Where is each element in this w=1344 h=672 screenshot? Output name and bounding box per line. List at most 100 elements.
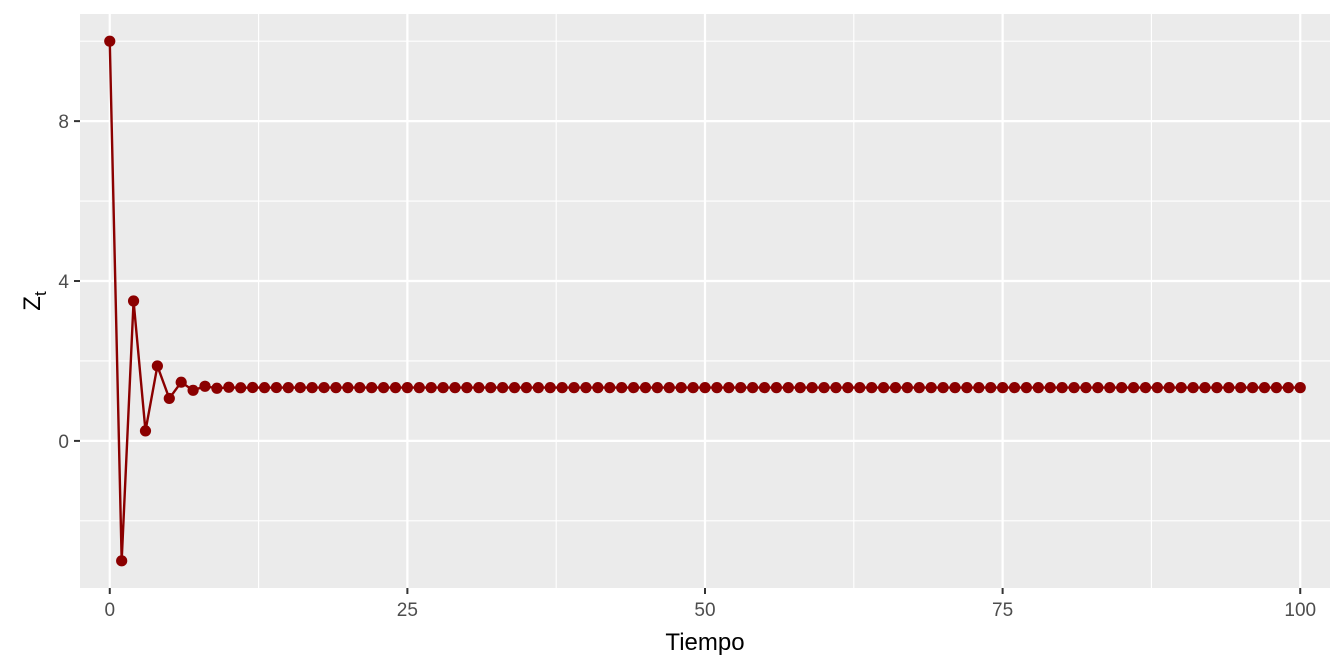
data-point xyxy=(270,381,283,394)
data-point xyxy=(306,382,318,394)
data-point xyxy=(1270,382,1283,394)
data-point xyxy=(663,382,675,394)
data-point xyxy=(711,382,723,394)
data-point xyxy=(913,382,925,394)
data-point xyxy=(425,382,437,394)
data-point xyxy=(842,382,854,394)
data-point xyxy=(116,555,128,567)
x-axis: 0 25 50 75 100 xyxy=(104,588,1316,621)
data-point xyxy=(675,382,687,394)
data-point xyxy=(961,382,973,394)
data-point xyxy=(723,382,735,394)
data-point xyxy=(592,382,604,394)
data-point xyxy=(497,382,509,394)
data-point xyxy=(1020,382,1033,394)
x-tick-label: 25 xyxy=(397,600,418,621)
data-point xyxy=(485,382,497,394)
data-point xyxy=(627,382,640,394)
data-point xyxy=(782,382,794,394)
data-point xyxy=(604,382,616,394)
data-point xyxy=(651,382,663,394)
data-point xyxy=(889,382,902,394)
data-point xyxy=(366,382,378,394)
data-point xyxy=(973,382,985,394)
data-point xyxy=(925,382,937,394)
data-point xyxy=(639,382,652,394)
data-point xyxy=(616,382,628,394)
data-point xyxy=(437,382,449,394)
data-point xyxy=(473,382,485,394)
series-layer xyxy=(104,35,1306,567)
data-point xyxy=(949,382,961,394)
data-point xyxy=(1127,382,1140,394)
y-tick-label: 4 xyxy=(58,272,69,293)
x-tick-label: 50 xyxy=(694,600,715,621)
data-point xyxy=(139,425,152,437)
y-axis-title-base: Z xyxy=(19,296,46,311)
data-point xyxy=(1294,382,1306,394)
data-point xyxy=(330,382,342,394)
data-point xyxy=(1008,382,1021,394)
data-point xyxy=(1187,382,1199,394)
data-point xyxy=(377,382,390,394)
data-point xyxy=(770,382,783,394)
data-point xyxy=(1044,382,1056,394)
data-point xyxy=(508,382,521,394)
data-point xyxy=(1080,382,1092,394)
data-point xyxy=(544,382,556,394)
x-tick-label: 75 xyxy=(992,600,1013,621)
data-point xyxy=(758,382,771,394)
y-axis-title: Zt xyxy=(19,291,50,311)
data-point xyxy=(1163,382,1175,394)
data-point xyxy=(235,382,247,394)
data-point xyxy=(854,382,866,394)
data-point xyxy=(151,360,163,372)
data-point xyxy=(1056,382,1068,394)
data-point xyxy=(1258,382,1271,394)
major-grid xyxy=(80,14,1330,588)
data-point xyxy=(937,382,949,394)
y-axis: 0 4 8 xyxy=(58,112,80,453)
data-point xyxy=(997,382,1009,394)
data-point xyxy=(1211,382,1223,394)
data-point xyxy=(211,382,223,394)
x-tick-label: 100 xyxy=(1284,600,1316,621)
data-point xyxy=(175,376,187,388)
data-point xyxy=(389,382,402,394)
y-tick-label: 0 xyxy=(58,432,69,453)
data-point xyxy=(413,382,425,394)
data-point xyxy=(1175,382,1187,394)
data-point xyxy=(449,382,461,394)
data-point xyxy=(580,382,592,394)
data-point xyxy=(199,380,211,392)
data-point xyxy=(687,382,699,394)
data-point xyxy=(1139,382,1152,394)
data-point xyxy=(1235,382,1247,394)
data-point xyxy=(699,382,711,394)
data-point xyxy=(1151,382,1163,394)
data-point xyxy=(556,382,568,394)
data-point xyxy=(830,382,842,394)
data-point xyxy=(1116,382,1128,394)
data-point xyxy=(1199,382,1211,394)
data-point xyxy=(354,382,366,394)
data-point xyxy=(1068,382,1080,394)
data-point xyxy=(104,35,116,47)
data-point xyxy=(247,381,259,394)
data-point xyxy=(294,382,306,394)
data-point xyxy=(163,392,175,405)
data-point xyxy=(1223,382,1235,394)
data-point xyxy=(520,382,533,394)
data-point xyxy=(127,295,140,307)
data-point xyxy=(187,384,199,396)
x-tick-label: 0 xyxy=(104,600,115,621)
data-point xyxy=(568,382,580,394)
data-point xyxy=(318,382,330,394)
x-axis-title: Tiempo xyxy=(665,629,744,656)
data-point xyxy=(735,382,747,394)
data-point xyxy=(1247,382,1259,394)
data-point xyxy=(461,382,473,394)
data-point xyxy=(1032,382,1044,394)
data-point xyxy=(901,382,913,394)
